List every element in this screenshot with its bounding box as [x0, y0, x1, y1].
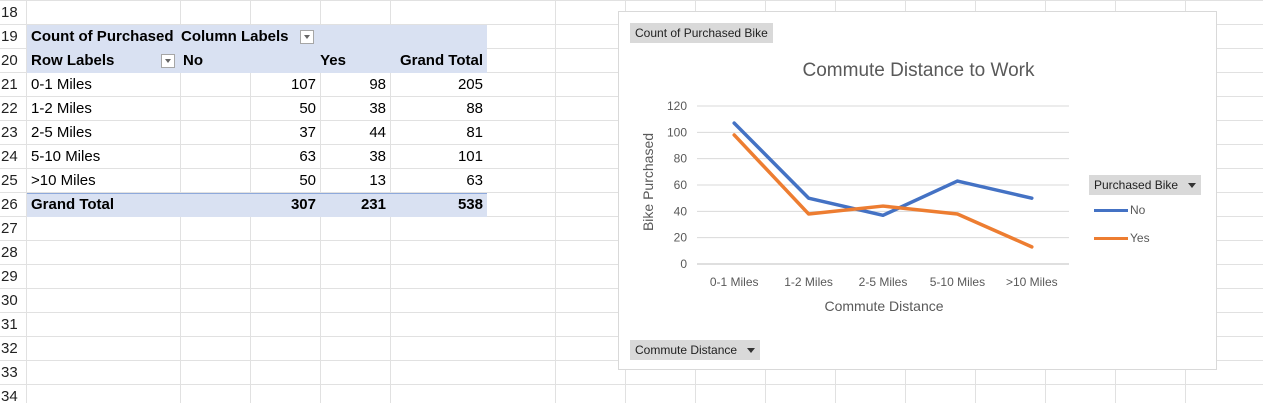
row-header[interactable]: 28	[1, 244, 18, 261]
row-header[interactable]: 34	[1, 388, 18, 405]
y-tick-label: 20	[674, 231, 688, 245]
x-axis-title: Commute Distance	[824, 298, 944, 314]
pivot-row-label: 1-2 Miles	[31, 100, 92, 117]
row-header[interactable]: 30	[1, 292, 18, 309]
row-header[interactable]: 31	[1, 316, 18, 333]
pivot-row-label: 0-1 Miles	[31, 76, 92, 93]
y-tick-label: 80	[674, 152, 688, 166]
value-field-label: Count of Purchased Bike	[635, 26, 768, 40]
data-point-no[interactable]	[807, 196, 811, 200]
pivot-grand-total-label: Grand Total	[31, 196, 115, 213]
series-line-yes[interactable]	[732, 133, 1034, 249]
pivot-value-label: Count of Purchased	[31, 28, 174, 45]
row-header[interactable]: 33	[1, 364, 18, 381]
pivot-cell-total: 101	[457, 148, 483, 165]
row-header[interactable]: 21	[1, 76, 18, 93]
pivot-cell-yes: 38	[369, 100, 386, 117]
data-point-no[interactable]	[732, 121, 736, 125]
row-header[interactable]: 22	[1, 100, 18, 117]
legend-label-yes: Yes	[1130, 231, 1150, 245]
pivot-row-label: 5-10 Miles	[31, 148, 101, 165]
axis-field-button[interactable]: Commute Distance	[630, 340, 761, 360]
y-axis-title: Bike Purchased	[640, 132, 656, 232]
pivot-grand-no: 307	[290, 196, 316, 213]
pivot-cell-yes: 38	[369, 148, 386, 165]
y-tick-label: 60	[674, 178, 688, 192]
axis-field-label: Commute Distance	[635, 343, 738, 357]
data-point-yes[interactable]	[732, 133, 736, 137]
row-header[interactable]: 29	[1, 268, 18, 285]
row-header[interactable]: 18	[1, 4, 18, 21]
data-point-yes[interactable]	[955, 212, 959, 216]
row-header[interactable]: 24	[1, 148, 18, 165]
x-tick-label: 0-1 Miles	[710, 275, 759, 289]
row-header[interactable]: 25	[1, 172, 18, 189]
chevron-down-icon	[1188, 183, 1197, 189]
y-tick-label: 100	[667, 125, 687, 139]
legend-field-button[interactable]: Purchased Bike	[1089, 175, 1202, 195]
data-point-yes[interactable]	[881, 204, 885, 208]
pivot-cell-total: 81	[466, 124, 483, 141]
pivot-cell-yes: 98	[369, 76, 386, 93]
pivot-cell-total: 205	[457, 76, 483, 93]
value-field-button[interactable]: Count of Purchased Bike	[630, 23, 773, 43]
row-header[interactable]: 27	[1, 220, 18, 237]
series-line-no[interactable]	[732, 121, 1034, 218]
legend-swatch-yes	[1094, 237, 1128, 241]
chevron-down-icon	[747, 348, 756, 354]
pivot-cell-no: 63	[299, 148, 316, 165]
pivot-cell-total: 63	[466, 172, 483, 189]
legend-item-yes: Yes	[1094, 230, 1150, 246]
pivot-column-labels[interactable]: Column Labels	[181, 28, 289, 45]
chart-title: Commute Distance to Work	[802, 60, 1035, 81]
x-tick-label: 5-10 Miles	[930, 275, 985, 289]
legend-swatch-no	[1094, 209, 1128, 213]
pivot-cell-no: 50	[299, 172, 316, 189]
y-tick-label: 40	[674, 204, 688, 218]
column-labels-filter-dropdown[interactable]	[300, 30, 314, 44]
x-tick-label: 2-5 Miles	[859, 275, 908, 289]
legend-field-label: Purchased Bike	[1094, 178, 1179, 192]
row-header[interactable]: 20	[1, 52, 18, 69]
pivot-total-band	[27, 193, 487, 217]
pivot-cell-no: 50	[299, 100, 316, 117]
pivot-grand-yes: 231	[360, 196, 386, 213]
pivot-row-label: 2-5 Miles	[31, 124, 92, 141]
pivot-row-labels[interactable]: Row Labels	[31, 52, 115, 69]
pivot-chart[interactable]: Count of Purchased Bike Commute Distance…	[618, 11, 1217, 370]
x-tick-label: >10 Miles	[1006, 275, 1058, 289]
pivot-cell-yes: 44	[369, 124, 386, 141]
pivot-cell-no: 107	[290, 76, 316, 93]
chart-plot-area: 0 20 40 60 80 100 120 0-1 Miles 1-2 Miles 2-5 Mil…	[667, 99, 1069, 289]
row-labels-filter-dropdown[interactable]	[161, 54, 175, 68]
pivot-header-band	[27, 25, 487, 73]
y-tick-label: 120	[667, 99, 687, 113]
y-tick-label: 0	[680, 257, 687, 271]
pivot-col-no: No	[183, 52, 203, 69]
x-tick-label: 1-2 Miles	[784, 275, 833, 289]
legend-label-no: No	[1130, 203, 1146, 217]
data-point-yes[interactable]	[807, 212, 811, 216]
row-header[interactable]: 19	[1, 28, 18, 45]
pivot-cell-total: 88	[466, 100, 483, 117]
data-point-yes[interactable]	[1030, 245, 1034, 249]
row-header[interactable]: 32	[1, 340, 18, 357]
pivot-col-total: Grand Total	[399, 52, 483, 69]
pivot-grand-total: 538	[457, 196, 483, 213]
legend-item-no: No	[1094, 202, 1145, 218]
pivot-cell-yes: 13	[369, 172, 386, 189]
pivot-row-label: >10 Miles	[31, 172, 96, 189]
pivot-col-yes: Yes	[320, 52, 346, 69]
data-point-no[interactable]	[955, 179, 959, 183]
pivot-cell-no: 37	[299, 124, 316, 141]
row-header[interactable]: 23	[1, 124, 18, 141]
row-header[interactable]: 26	[1, 196, 18, 213]
data-point-no[interactable]	[1030, 196, 1034, 200]
data-point-no[interactable]	[881, 213, 885, 217]
